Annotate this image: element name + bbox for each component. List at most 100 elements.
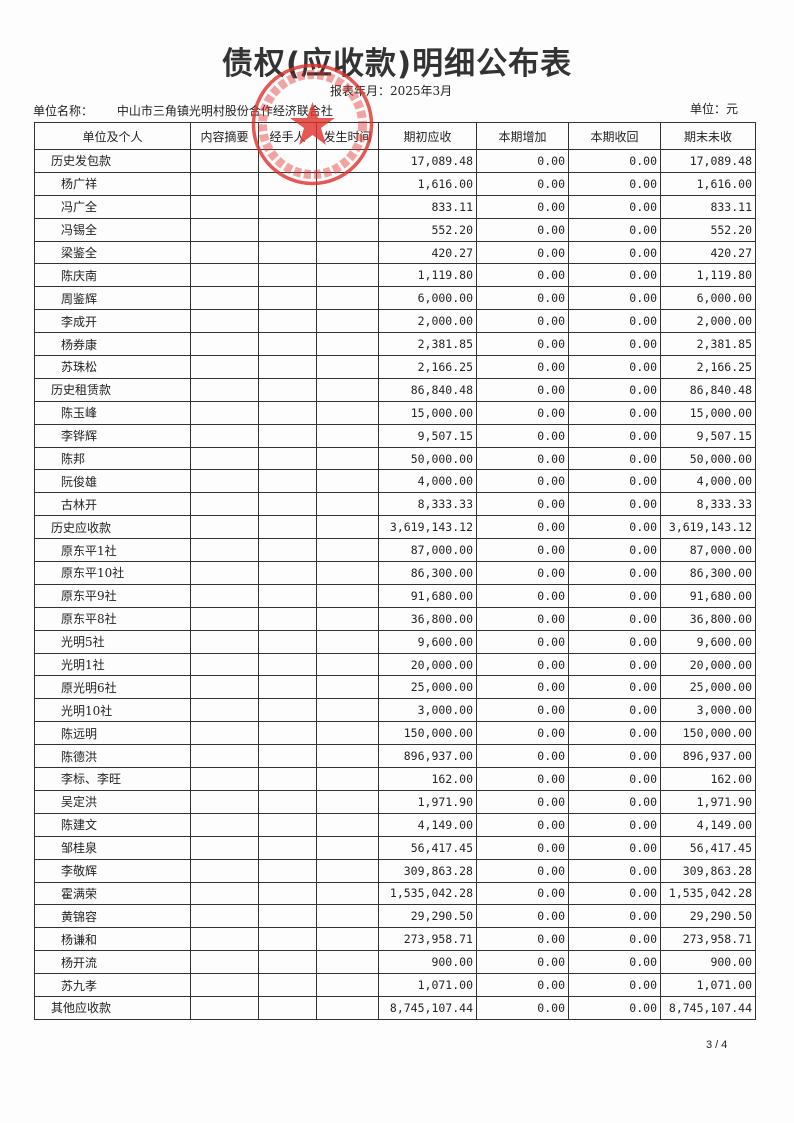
cell-recovered: 0.00 [568, 561, 661, 585]
empty-cell [316, 927, 379, 952]
cell-opening: 36,800.00 [378, 606, 477, 631]
cell-closing: 833.11 [660, 194, 756, 219]
cell-opening: 87,000.00 [378, 538, 477, 563]
column-header: 本期收回 [568, 122, 661, 150]
empty-cell [316, 149, 379, 173]
empty-cell [190, 812, 259, 837]
empty-cell [316, 423, 379, 448]
cell-opening: 1,535,042.28 [378, 881, 477, 906]
empty-cell [258, 149, 317, 173]
empty-cell [258, 171, 317, 196]
table-header: 单位及个人 内容摘要 经手人 发生时间 期初应收 本期增加 本期收回 期末未收 [34, 122, 756, 150]
cell-added: 0.00 [476, 309, 569, 334]
table-row: 陈远明 150,000.00 0.00 0.00 150,000.00 [34, 721, 756, 746]
cell-recovered: 0.00 [568, 240, 661, 265]
empty-cell [316, 606, 379, 631]
table-row: 邹桂泉 56,417.45 0.00 0.00 56,417.45 [34, 835, 756, 860]
table-row: 原东平8社 36,800.00 0.00 0.00 36,800.00 [34, 606, 756, 631]
empty-cell [316, 744, 379, 769]
empty-cell [258, 194, 317, 219]
row-name: 吴定洪 [34, 789, 191, 814]
cell-opening: 20,000.00 [378, 652, 477, 677]
empty-cell [316, 355, 379, 379]
cell-recovered: 0.00 [568, 309, 661, 334]
cell-closing: 86,840.48 [660, 377, 756, 402]
column-header: 期初应收 [378, 122, 477, 150]
empty-cell [190, 950, 259, 975]
cell-closing: 56,417.45 [660, 835, 756, 860]
cell-opening: 552.20 [378, 217, 477, 242]
cell-recovered: 0.00 [568, 995, 661, 1020]
cell-opening: 1,971.90 [378, 789, 477, 814]
empty-cell [258, 492, 317, 517]
cell-opening: 420.27 [378, 240, 477, 265]
cell-recovered: 0.00 [568, 217, 661, 242]
cell-closing: 4,149.00 [660, 812, 756, 837]
cell-opening: 9,507.15 [378, 423, 477, 448]
row-name: 陈远明 [34, 721, 191, 746]
empty-cell [190, 721, 259, 746]
cell-opening: 9,600.00 [378, 629, 477, 654]
receivables-table: 单位及个人 内容摘要 经手人 发生时间 期初应收 本期增加 本期收回 期末未收 历史发包款 17… [34, 122, 756, 1020]
empty-cell [190, 927, 259, 952]
empty-cell [190, 606, 259, 631]
cell-closing: 8,333.33 [660, 492, 756, 517]
table-row: 历史租赁款 86,840.48 0.00 0.00 86,840.48 [34, 377, 756, 402]
cell-recovered: 0.00 [568, 675, 661, 700]
table-row: 苏珠松 2,166.25 0.00 0.00 2,166.25 [34, 355, 756, 379]
cell-recovered: 0.00 [568, 171, 661, 196]
column-header: 单位及个人 [34, 122, 191, 150]
cell-closing: 6,000.00 [660, 286, 756, 311]
empty-cell [258, 355, 317, 379]
row-name: 原东平1社 [34, 538, 191, 563]
cell-recovered: 0.00 [568, 835, 661, 860]
cell-added: 0.00 [476, 973, 569, 997]
empty-cell [190, 332, 259, 357]
empty-cell [316, 561, 379, 585]
row-name: 杨开流 [34, 950, 191, 975]
column-header: 期末未收 [660, 122, 756, 150]
empty-cell [190, 561, 259, 585]
cell-recovered: 0.00 [568, 423, 661, 448]
cell-recovered: 0.00 [568, 698, 661, 723]
row-name: 光明1社 [34, 652, 191, 677]
cell-closing: 36,800.00 [660, 606, 756, 631]
empty-cell [258, 240, 317, 265]
table-row: 历史应收款 3,619,143.12 0.00 0.00 3,619,143.12 [34, 515, 756, 540]
table-row: 其他应收款 8,745,107.44 0.00 0.00 8,745,107.44 [34, 995, 756, 1020]
table-row: 梁鉴全 420.27 0.00 0.00 420.27 [34, 240, 756, 265]
table-row: 陈玉峰 15,000.00 0.00 0.00 15,000.00 [34, 400, 756, 425]
empty-cell [190, 698, 259, 723]
empty-cell [258, 950, 317, 975]
row-name: 陈建文 [34, 812, 191, 837]
empty-cell [316, 515, 379, 540]
empty-cell [258, 583, 317, 608]
empty-cell [258, 835, 317, 860]
cell-opening: 150,000.00 [378, 721, 477, 746]
cell-closing: 29,290.50 [660, 904, 756, 929]
cell-added: 0.00 [476, 835, 569, 860]
cell-added: 0.00 [476, 583, 569, 608]
column-header: 本期增加 [476, 122, 569, 150]
empty-cell [190, 515, 259, 540]
cell-opening: 56,417.45 [378, 835, 477, 860]
empty-cell [190, 744, 259, 769]
cell-added: 0.00 [476, 904, 569, 929]
empty-cell [190, 995, 259, 1020]
cell-recovered: 0.00 [568, 767, 661, 791]
empty-cell [316, 767, 379, 791]
table-row: 杨广祥 1,616.00 0.00 0.00 1,616.00 [34, 171, 756, 196]
table-row: 李成开 2,000.00 0.00 0.00 2,000.00 [34, 309, 756, 334]
cell-recovered: 0.00 [568, 400, 661, 425]
cell-closing: 1,971.90 [660, 789, 756, 814]
row-name: 古林开 [34, 492, 191, 517]
cell-opening: 1,119.80 [378, 263, 477, 288]
cell-opening: 1,616.00 [378, 171, 477, 196]
empty-cell [316, 217, 379, 242]
row-name: 霍满荣 [34, 881, 191, 906]
cell-opening: 162.00 [378, 767, 477, 791]
empty-cell [190, 904, 259, 929]
row-name: 陈玉峰 [34, 400, 191, 425]
cell-opening: 273,958.71 [378, 927, 477, 952]
empty-cell [316, 538, 379, 563]
